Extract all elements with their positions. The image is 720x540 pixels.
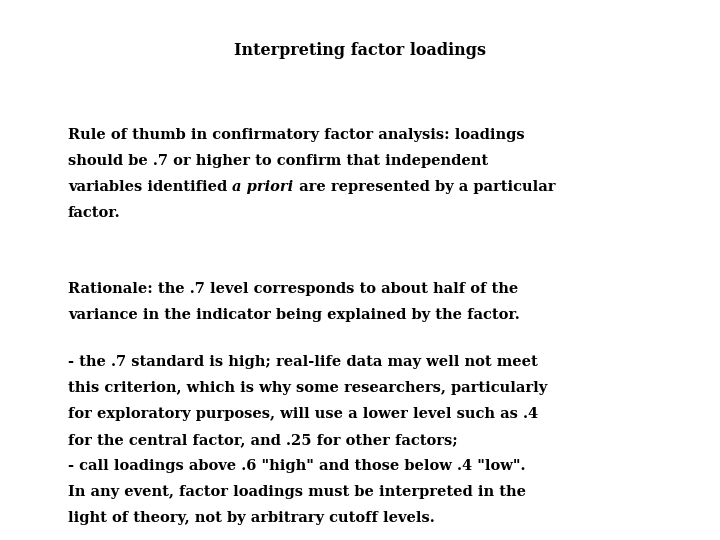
Text: - the .7 standard is high; real-life data may well not meet: - the .7 standard is high; real-life dat… [68, 355, 538, 369]
Text: a priori: a priori [233, 180, 294, 194]
Text: should be .7 or higher to confirm that independent: should be .7 or higher to confirm that i… [68, 154, 488, 168]
Text: In any event, factor loadings must be interpreted in the: In any event, factor loadings must be in… [68, 485, 526, 499]
Text: are represented by a particular: are represented by a particular [294, 180, 555, 194]
Text: light of theory, not by arbitrary cutoff levels.: light of theory, not by arbitrary cutoff… [68, 511, 435, 525]
Text: factor.: factor. [68, 206, 121, 220]
Text: for the central factor, and .25 for other factors;: for the central factor, and .25 for othe… [68, 433, 458, 447]
Text: Interpreting factor loadings: Interpreting factor loadings [234, 42, 486, 59]
Text: Rationale: the .7 level corresponds to about half of the: Rationale: the .7 level corresponds to a… [68, 282, 518, 296]
Text: variables identified: variables identified [68, 180, 233, 194]
Text: - call loadings above .6 "high" and those below .4 "low".: - call loadings above .6 "high" and thos… [68, 459, 526, 473]
Text: variance in the indicator being explained by the factor.: variance in the indicator being explaine… [68, 308, 520, 322]
Text: Rule of thumb in confirmatory factor analysis: loadings: Rule of thumb in confirmatory factor ana… [68, 128, 525, 142]
Text: this criterion, which is why some researchers, particularly: this criterion, which is why some resear… [68, 381, 547, 395]
Text: for exploratory purposes, will use a lower level such as .4: for exploratory purposes, will use a low… [68, 407, 538, 421]
